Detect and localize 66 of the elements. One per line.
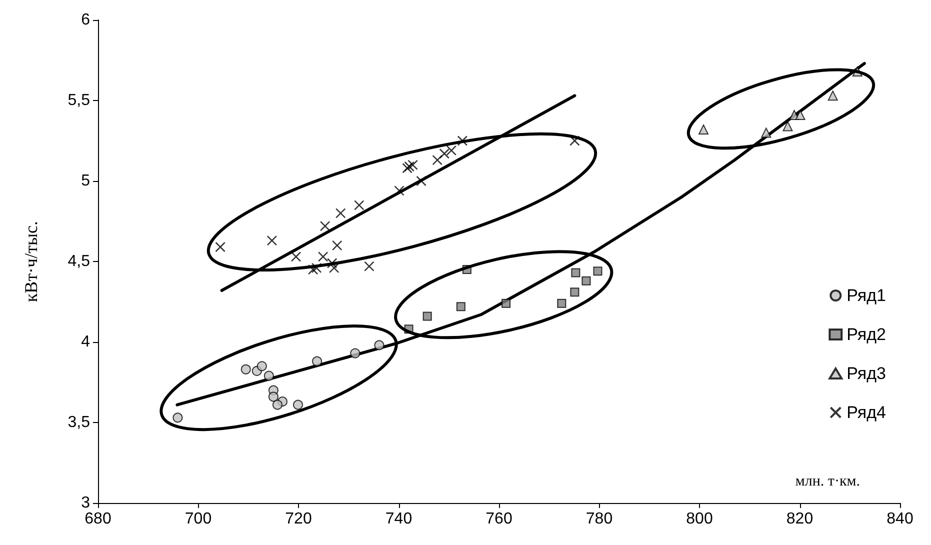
x-tick-label: 680: [84, 510, 112, 528]
point: [394, 186, 404, 196]
x-tick-label: 820: [786, 510, 814, 528]
x-tick-label: 720: [285, 510, 312, 528]
point: [761, 128, 772, 138]
y-tick-label: 3: [81, 494, 90, 512]
y-axis-title: кВт·ч/тыс.: [21, 220, 41, 302]
point: [571, 268, 580, 278]
point: [332, 240, 342, 251]
point: [240, 364, 251, 374]
x-tick-label: 760: [486, 510, 512, 528]
x-axis-title: млн. т·км.: [795, 474, 860, 490]
y-tick-label: 4: [81, 334, 90, 350]
point: [828, 90, 838, 101]
point: [582, 276, 591, 286]
point: [439, 148, 450, 159]
point: [320, 220, 330, 232]
point: [308, 264, 318, 275]
point: [172, 412, 183, 423]
point: [446, 145, 457, 156]
point: [782, 121, 793, 132]
point: [570, 136, 580, 146]
point: [354, 200, 364, 210]
point: [374, 340, 384, 350]
point: [557, 298, 566, 308]
point: [593, 266, 602, 276]
point: [457, 136, 468, 146]
point: [268, 392, 278, 402]
point: [416, 176, 426, 186]
y-tick-label: 4,5: [68, 253, 90, 270]
y-tick-label: 3,5: [68, 414, 90, 431]
point: [312, 356, 322, 366]
point: [795, 110, 806, 120]
point: [272, 400, 282, 410]
legend-label: Ряд4: [846, 403, 886, 422]
point: [335, 208, 346, 218]
y-tick-label: 5: [81, 172, 90, 190]
y-tick-label: 6: [81, 12, 90, 28]
legend-label: Ряд2: [846, 325, 886, 344]
point: [326, 258, 338, 268]
point: [570, 288, 580, 297]
point: [408, 160, 418, 170]
point: [264, 370, 274, 381]
point: [422, 312, 432, 321]
x-tick-label: 740: [385, 510, 412, 528]
point: [318, 252, 328, 262]
y-tick-label: 5,5: [68, 92, 90, 109]
point: [502, 298, 511, 308]
point: [698, 124, 709, 134]
point: [350, 348, 360, 358]
x-tick-label: 800: [686, 510, 713, 528]
point: [266, 235, 278, 246]
point: [364, 261, 374, 272]
point: [456, 302, 466, 312]
point: [311, 262, 322, 274]
point: [215, 242, 226, 252]
point: [290, 252, 302, 262]
point: [293, 400, 303, 410]
point: [256, 361, 267, 372]
legend-label: Ряд3: [846, 364, 886, 383]
point: [432, 154, 442, 166]
x-tick-label: 700: [184, 510, 212, 528]
x-tick-label: 780: [586, 510, 613, 528]
x-tick-label: 840: [886, 510, 914, 528]
legend-label: Ряд1: [846, 286, 886, 305]
point: [328, 262, 340, 274]
